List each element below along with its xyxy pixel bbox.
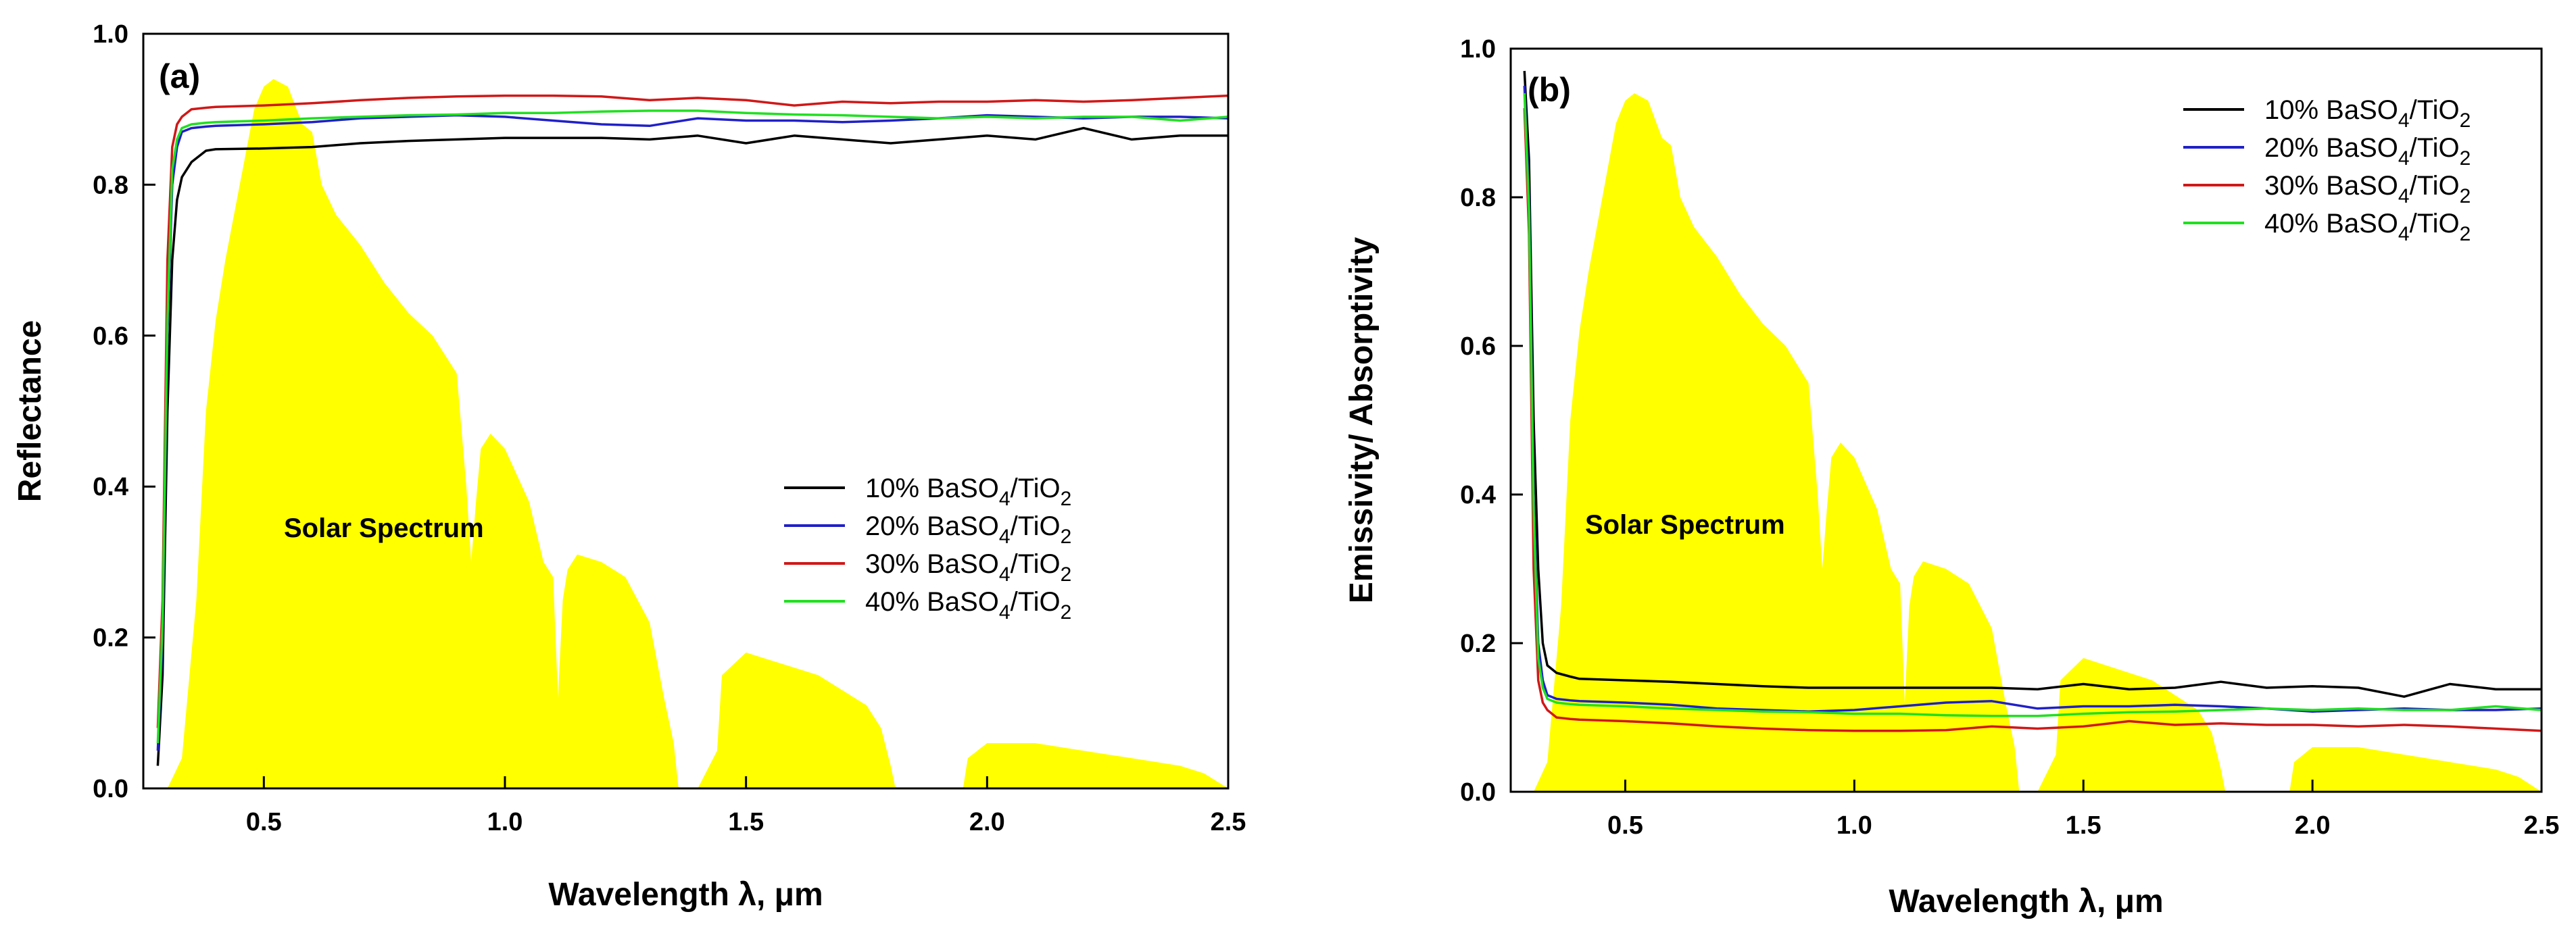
- y-tick-label: 0.8: [93, 171, 128, 199]
- legend-entry-2: 20% BaSO4/TiO2: [865, 511, 1071, 548]
- plot-frame: [142, 32, 1230, 790]
- solar-spectrum-area: [143, 79, 1228, 788]
- legend-entry-3: 30% BaSO4/TiO2: [865, 549, 1071, 586]
- series-line-3: [1523, 107, 2542, 732]
- series-line-1: [156, 126, 1228, 766]
- solar-spectrum-annotation: Solar Spectrum: [284, 513, 484, 543]
- legend-entry-3: 30% BaSO4/TiO2: [2264, 171, 2471, 207]
- y-tick-label: 1.0: [93, 20, 128, 49]
- series-line-2: [156, 113, 1229, 751]
- series-line-3: [156, 94, 1229, 728]
- y-tick-label: 0.4: [93, 473, 128, 501]
- solar-spectrum-annotation: Solar Spectrum: [1585, 510, 1785, 540]
- y-axis-label: Reflectance: [12, 320, 48, 502]
- legend-entry-4: 40% BaSO4/TiO2: [865, 587, 1071, 624]
- x-tick-label: 1.5: [2066, 811, 2101, 840]
- x-tick-label: 1.5: [728, 808, 764, 836]
- x-tick-label: 2.5: [1211, 808, 1246, 836]
- x-tick-label: 0.5: [1607, 811, 1643, 840]
- x-axis-label: Wavelength λ, μm: [548, 877, 823, 913]
- y-tick-label: 0.2: [93, 624, 128, 653]
- y-tick-label: 0.2: [1460, 630, 1496, 658]
- x-tick-label: 2.5: [2524, 811, 2560, 840]
- x-tick-label: 2.0: [969, 808, 1005, 836]
- panel-label: (a): [159, 57, 200, 95]
- y-tick-label: 0.0: [93, 775, 128, 803]
- plot-frame: [1509, 47, 2543, 793]
- series-line-1: [1523, 70, 2542, 698]
- legend-entry-1: 10% BaSO4/TiO2: [865, 474, 1071, 510]
- x-tick-label: 0.5: [246, 808, 282, 836]
- x-tick-label: 1.0: [487, 808, 523, 836]
- legend-entry-1: 10% BaSO4/TiO2: [2264, 95, 2471, 132]
- y-tick-label: 0.4: [1460, 481, 1496, 509]
- series-line-2: [1523, 85, 2542, 713]
- chart-panel-a: 0.0 0.2 0.4 0.6 0.8 1.0 0.5 1.0 1.5 2.0 2.5 (a) Sola…: [12, 20, 1246, 913]
- x-axis-label: Wavelength λ, μm: [1889, 884, 2163, 919]
- y-tick-label: 0.8: [1460, 184, 1496, 212]
- x-tick-label: 2.0: [2295, 811, 2331, 840]
- y-tick-label: 0.6: [93, 322, 128, 351]
- y-axis-label: Emissivity/ Absorptivity: [1344, 237, 1380, 604]
- series-line-4: [1523, 93, 2542, 717]
- y-tick-label: 0.6: [1460, 332, 1496, 361]
- legend-entry-2: 20% BaSO4/TiO2: [2264, 133, 2471, 170]
- chart-panel-b: 0.0 0.2 0.4 0.6 0.8 1.0 0.5 1.0 1.5 2.0 2.5 (b) Sola…: [1344, 35, 2559, 919]
- series-line-4: [156, 109, 1229, 744]
- solar-spectrum-area: [1511, 93, 2542, 792]
- x-tick-label: 1.0: [1837, 811, 1872, 840]
- y-tick-label: 0.0: [1460, 778, 1496, 807]
- y-tick-label: 1.0: [1460, 35, 1496, 64]
- legend-entry-4: 40% BaSO4/TiO2: [2264, 209, 2471, 245]
- panel-label: (b): [1528, 71, 1571, 109]
